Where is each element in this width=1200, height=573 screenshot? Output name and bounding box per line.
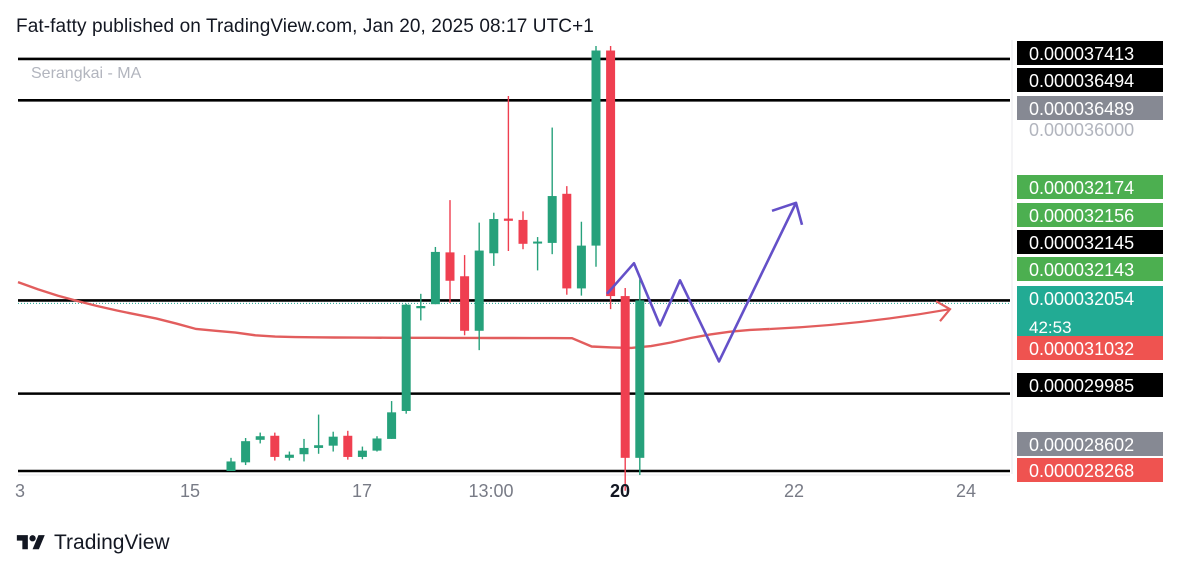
- projection-path: [606, 202, 798, 363]
- candle-body: [255, 436, 265, 440]
- price-label: 0.000036489: [1029, 99, 1134, 119]
- price-label-bg: [1017, 175, 1163, 199]
- candle-body: [416, 305, 426, 309]
- price-chart[interactable]: 0.0000374130.0000364940.0000364890.00003…: [0, 40, 1200, 520]
- x-tick-label: 24: [956, 481, 976, 501]
- price-label-bg: [1017, 257, 1163, 281]
- price-label-bg: [1017, 203, 1163, 227]
- candle-body: [387, 412, 397, 439]
- candle-body: [533, 241, 543, 244]
- price-label-bg: [1017, 41, 1163, 65]
- candle-body: [460, 276, 470, 331]
- projection-arrow-head-icon: [771, 201, 804, 226]
- price-label-bg: [1017, 286, 1163, 342]
- candle-body: [547, 196, 557, 243]
- price-label-bg: [1017, 432, 1163, 456]
- footer-brand: TradingView: [54, 531, 170, 554]
- footer: TradingView: [16, 531, 170, 555]
- price-label: 0.000032143: [1029, 260, 1134, 280]
- price-label: 0.000032174: [1029, 178, 1134, 198]
- price-label: 0.000031032: [1029, 339, 1134, 359]
- price-label: 0.000032054: [1029, 289, 1134, 309]
- ma-projection-line: [769, 308, 951, 331]
- candle-body: [401, 304, 411, 411]
- plot-background: [18, 40, 1010, 473]
- candle-body: [518, 219, 528, 244]
- candle-body: [576, 245, 586, 289]
- candle-body: [635, 300, 645, 458]
- candle-body: [314, 445, 324, 448]
- price-label: 0.000028602: [1029, 435, 1134, 455]
- candle-body: [299, 447, 309, 455]
- price-label: 0.000036000: [1029, 120, 1134, 140]
- x-tick-label: 15: [180, 481, 200, 501]
- price-label: 0.000032145: [1029, 233, 1134, 253]
- price-label-bg: [1017, 68, 1163, 92]
- candle-body: [620, 296, 630, 458]
- price-label-bg: [1017, 336, 1163, 360]
- moving-average-line: [17, 280, 770, 350]
- tradingview-logo-icon: [16, 535, 45, 550]
- candle-body: [489, 219, 499, 254]
- candle-body: [591, 50, 601, 246]
- price-label-bg: [1017, 373, 1163, 397]
- x-tick-label: 3: [15, 481, 25, 501]
- ma-arrow-head-icon: [935, 300, 952, 322]
- x-tick-label: 22: [784, 481, 804, 501]
- candle-body: [372, 438, 382, 451]
- candle-body: [562, 193, 572, 289]
- candle-body: [284, 454, 294, 458]
- x-tick-label: 17: [352, 481, 372, 501]
- candle-body: [241, 441, 251, 463]
- countdown-label: 42:53: [1029, 318, 1072, 337]
- candle-body: [226, 461, 236, 471]
- price-label-bg: [1017, 96, 1163, 120]
- price-label: 0.000037413: [1029, 44, 1134, 64]
- chart-area[interactable]: 0.000037413 0.000036494 0.000036489 0.00003…: [0, 40, 1200, 520]
- candle-body: [445, 252, 455, 281]
- price-label-bg: [1017, 458, 1163, 482]
- publish-info: Fat-fatty published on TradingView.com, …: [16, 16, 594, 37]
- candle-body: [357, 450, 367, 457]
- candle-body: [430, 251, 440, 305]
- candle-body: [270, 435, 280, 457]
- price-label: 0.000032156: [1029, 206, 1134, 226]
- price-label-bg: [1017, 230, 1163, 254]
- candle-body: [474, 250, 484, 331]
- candle-body: [503, 218, 513, 221]
- x-tick-label: 13:00: [468, 481, 513, 501]
- candle-body: [343, 435, 353, 457]
- price-label: 0.000029985: [1029, 376, 1134, 396]
- price-label: 0.000028268: [1029, 461, 1134, 481]
- candle-body: [606, 50, 616, 297]
- indicator-legend: Serangkai - MA: [31, 65, 142, 82]
- x-tick-label: 20: [610, 481, 630, 501]
- candle-body: [328, 436, 338, 446]
- price-label: 0.000036494: [1029, 71, 1134, 91]
